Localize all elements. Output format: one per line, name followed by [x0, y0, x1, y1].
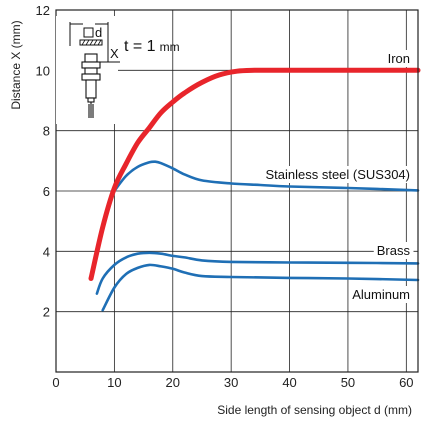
series-layer — [88, 67, 421, 312]
series-label-iron: Iron — [388, 51, 410, 66]
series-line-iron — [88, 67, 421, 281]
y-tick-label-2: 2 — [43, 305, 50, 320]
target-plate — [79, 39, 103, 46]
d-symbol-label: d — [95, 25, 102, 40]
series-line-brass — [95, 251, 420, 295]
y-tick-label-8: 8 — [43, 124, 50, 139]
y-tick-label-6: 6 — [43, 184, 50, 199]
plot-frame — [55, 9, 419, 373]
series-label-aluminum: Aluminum — [352, 287, 410, 302]
thickness-label: t = 1 mm — [124, 38, 180, 55]
x-tick-label-40: 40 — [282, 375, 296, 390]
square-symbol — [83, 27, 94, 38]
x-tick-label-50: 50 — [341, 375, 355, 390]
y-tick-label-12: 12 — [36, 3, 50, 18]
series-label-bg-iron — [384, 50, 413, 67]
series-label-brass: Brass — [377, 243, 411, 258]
x-tick-label-10: 10 — [107, 375, 121, 390]
tick-layer: 0 10 20 30 40 50 60 2 4 6 8 10 12 — [36, 3, 414, 390]
x-tick-label-0: 0 — [52, 375, 59, 390]
sensor-annotation: d X t = 1 mm — [56, 16, 180, 124]
x-symbol-label: X — [110, 46, 119, 61]
series-label-layer: Iron Stainless steel (SUS304) Brass Aluminu… — [262, 50, 414, 303]
x-tick-label-30: 30 — [224, 375, 238, 390]
proximity-sensor-icon — [81, 53, 101, 118]
series-line-stainless-steel-sus304 — [113, 160, 420, 193]
x-axis-label: Side length of sensing object d (mm) — [217, 403, 412, 417]
series-label-bg-brass — [373, 242, 414, 259]
y-tick-label-10: 10 — [36, 63, 50, 78]
series-label-bg-stainless-steel-sus304 — [262, 166, 413, 183]
series-label-bg-aluminum — [349, 286, 413, 303]
series-label-stainless-steel-sus304: Stainless steel (SUS304) — [265, 167, 410, 182]
x-tick-label-60: 60 — [399, 375, 413, 390]
series-line-aluminum — [101, 263, 420, 312]
x-tick-label-20: 20 — [166, 375, 180, 390]
y-tick-label-4: 4 — [43, 244, 50, 259]
y-axis-label: Distance X (mm) — [9, 20, 23, 109]
